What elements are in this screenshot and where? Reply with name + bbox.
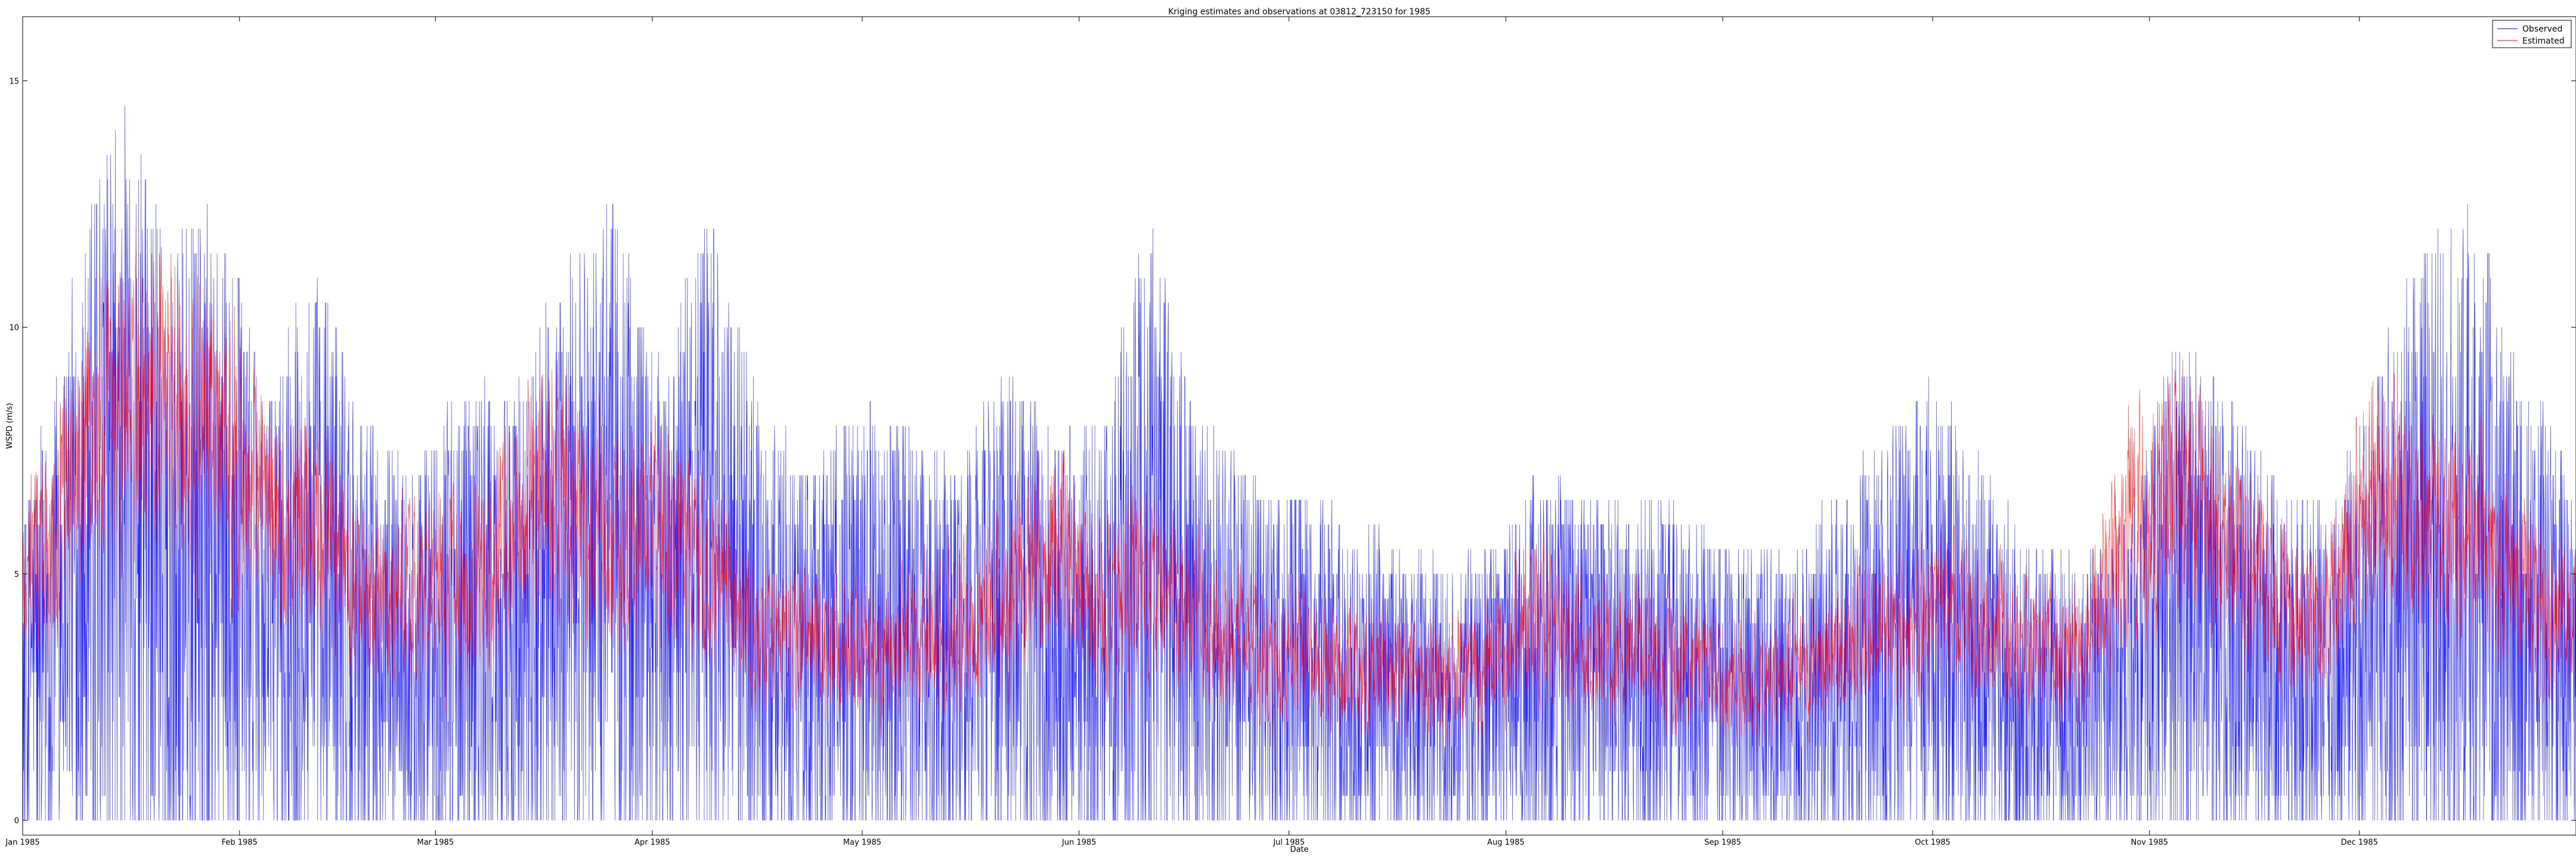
estimated-line-segment-0 (22, 225, 236, 656)
x-tick-label-9: Oct 1985 (1915, 838, 1950, 847)
x-tick-label-5: Jun 1985 (1061, 838, 1097, 847)
estimated-line-segment-8 (1724, 531, 1939, 754)
legend-label-observed: Observed (2522, 24, 2562, 34)
x-tick-label-11: Dec 1985 (2341, 838, 2378, 847)
estimated-line-segment-5 (1086, 485, 1300, 749)
observed-series (23, 105, 2576, 821)
x-tick-label-6: Jul 1985 (1272, 838, 1305, 847)
observed-line-segment-7 (1512, 475, 1725, 821)
estimated-line-segment-6 (1299, 580, 1513, 750)
y-axis-ticks: 0 5 10 15 (9, 77, 2576, 826)
x-axis-ticks: Jan 1985 Feb 1985 Mar 1985 Apr 1985 May 1985… (5, 17, 2378, 847)
plot-area (22, 16, 2576, 836)
estimated-line-segment-2 (448, 360, 661, 704)
x-tick-label-3: Apr 1985 (634, 838, 670, 847)
x-axis-label: Date (1290, 845, 1308, 854)
observed-line-segment-5 (1086, 228, 1300, 821)
estimated-line-segment-7 (1512, 532, 1726, 739)
estimated-line-segment-11 (2363, 372, 2576, 703)
estimated-line-segment-3 (661, 424, 874, 722)
y-tick-label-2: 10 (9, 324, 19, 333)
observed-line-segment-8 (1724, 376, 1939, 821)
estimated-line-segment-9 (1937, 390, 2151, 743)
legend-label-estimated: Estimated (2522, 36, 2565, 46)
x-tick-label-1: Feb 1985 (222, 838, 258, 847)
observed-line-segment-3 (661, 228, 874, 821)
legend-box (2492, 20, 2572, 48)
x-tick-label-10: Nov 1985 (2131, 838, 2168, 847)
y-tick-label-3: 15 (9, 77, 19, 86)
observed-line-segment-10 (2150, 351, 2364, 821)
observed-line-segment-9 (1937, 401, 2151, 821)
observed-line-segment-1 (235, 277, 448, 821)
chart-title: Kriging estimates and observations at 03… (1168, 7, 1431, 17)
estimated-line-segment-1 (235, 347, 448, 715)
estimated-series (22, 225, 2576, 754)
estimated-line-segment-10 (2150, 360, 2364, 699)
x-tick-label-0: Jan 1985 (5, 838, 39, 847)
x-tick-label-4: May 1985 (843, 838, 881, 847)
estimated-line-segment-4 (874, 449, 1087, 740)
x-tick-label-8: Sep 1985 (1704, 838, 1741, 847)
y-axis-label: WSPD (m/s) (5, 403, 14, 449)
y-tick-label-0: 0 (14, 817, 19, 826)
x-tick-label-2: Mar 1985 (417, 838, 454, 847)
legend: Observed Estimated (2492, 20, 2572, 48)
x-tick-label-7: Aug 1985 (1487, 838, 1525, 847)
y-tick-label-1: 5 (14, 570, 19, 579)
observed-line-segment-4 (874, 376, 1087, 821)
observed-line-segment-2 (448, 203, 661, 821)
plot-frame (22, 16, 2576, 836)
